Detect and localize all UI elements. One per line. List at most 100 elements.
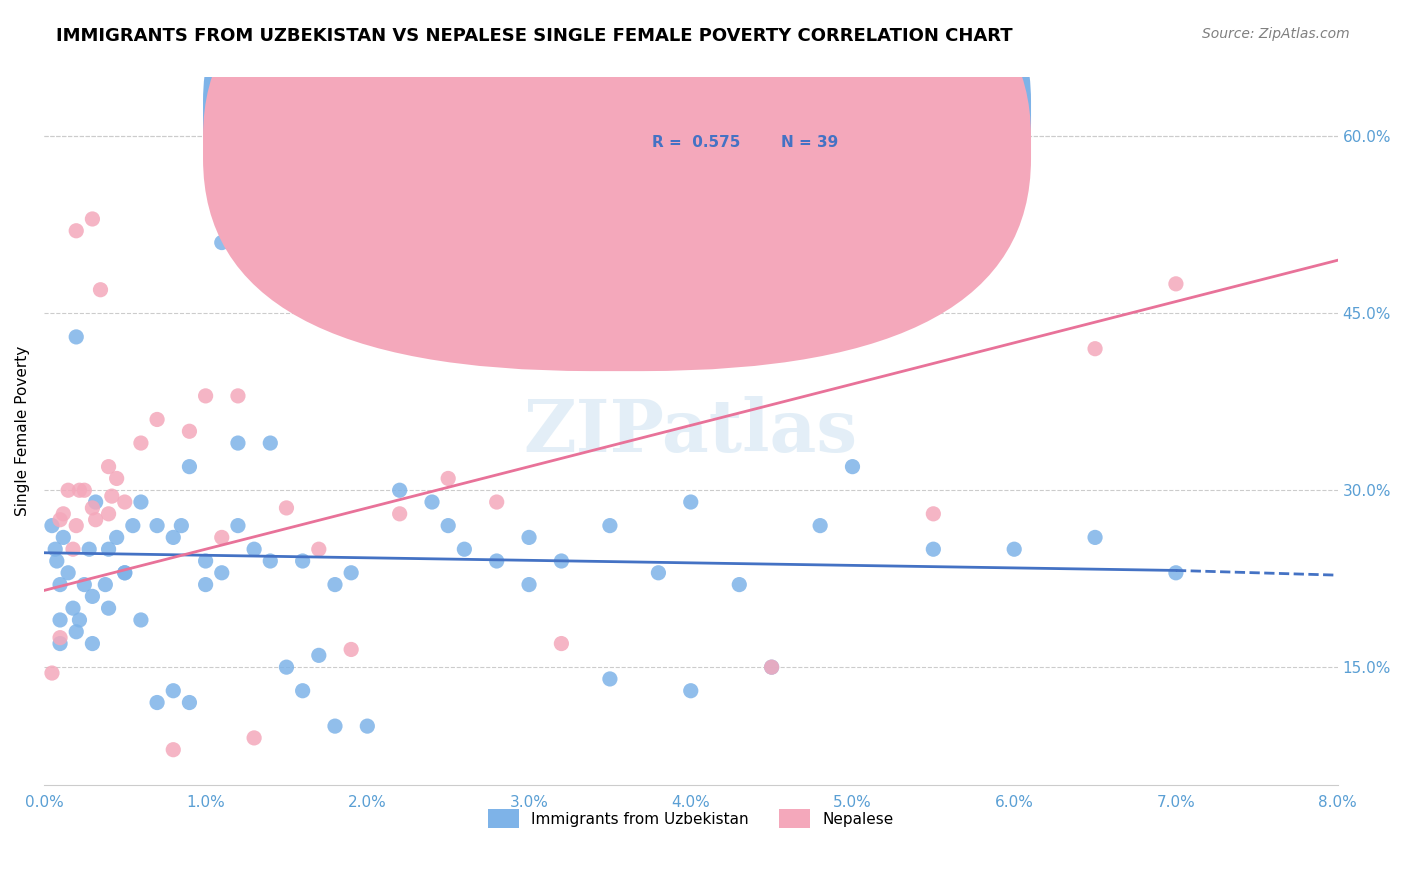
Point bbox=[52, 530, 75, 544]
Point bbox=[69, 483, 91, 498]
Point bbox=[114, 495, 136, 509]
Point bbox=[65, 224, 87, 238]
Point bbox=[73, 577, 96, 591]
Point bbox=[89, 283, 111, 297]
Point bbox=[453, 542, 475, 557]
Point bbox=[679, 495, 702, 509]
Point bbox=[121, 518, 143, 533]
Text: N = 71: N = 71 bbox=[782, 99, 838, 114]
Point bbox=[388, 483, 411, 498]
Point bbox=[243, 731, 266, 745]
Point bbox=[388, 507, 411, 521]
Point bbox=[259, 554, 281, 568]
Point bbox=[194, 554, 217, 568]
Point bbox=[1084, 530, 1107, 544]
Point bbox=[308, 542, 330, 557]
Point bbox=[922, 542, 945, 557]
Point bbox=[226, 436, 249, 450]
Point bbox=[84, 513, 107, 527]
Point bbox=[62, 601, 84, 615]
Point bbox=[97, 542, 120, 557]
Point bbox=[1164, 277, 1187, 291]
Text: R =  0.575: R = 0.575 bbox=[652, 135, 741, 150]
Point bbox=[129, 495, 152, 509]
Point bbox=[114, 566, 136, 580]
Point bbox=[437, 518, 460, 533]
Point bbox=[1002, 542, 1025, 557]
Point bbox=[62, 542, 84, 557]
Point bbox=[841, 459, 863, 474]
Point bbox=[226, 389, 249, 403]
Point bbox=[226, 518, 249, 533]
Point bbox=[728, 577, 751, 591]
Point bbox=[146, 518, 169, 533]
Point bbox=[922, 507, 945, 521]
Point bbox=[485, 495, 508, 509]
Point bbox=[517, 577, 540, 591]
Y-axis label: Single Female Poverty: Single Female Poverty bbox=[15, 346, 30, 516]
Point bbox=[146, 696, 169, 710]
Point bbox=[52, 507, 75, 521]
Text: Source: ZipAtlas.com: Source: ZipAtlas.com bbox=[1202, 27, 1350, 41]
Point bbox=[1164, 566, 1187, 580]
Point bbox=[129, 613, 152, 627]
Point bbox=[340, 566, 363, 580]
Point bbox=[82, 590, 104, 604]
Point bbox=[162, 530, 184, 544]
Point bbox=[291, 683, 314, 698]
Point bbox=[49, 613, 72, 627]
Point bbox=[211, 566, 233, 580]
Point bbox=[808, 518, 831, 533]
Legend: Immigrants from Uzbekistan, Nepalese: Immigrants from Uzbekistan, Nepalese bbox=[482, 803, 900, 834]
Point bbox=[599, 672, 621, 686]
Point bbox=[45, 554, 67, 568]
Point bbox=[517, 530, 540, 544]
Point bbox=[243, 542, 266, 557]
FancyBboxPatch shape bbox=[568, 85, 943, 191]
Point bbox=[194, 389, 217, 403]
Point bbox=[101, 489, 124, 503]
Point bbox=[276, 660, 298, 674]
Point bbox=[69, 613, 91, 627]
Point bbox=[105, 471, 128, 485]
Point bbox=[56, 566, 79, 580]
Point bbox=[97, 507, 120, 521]
Point bbox=[41, 666, 63, 681]
Point bbox=[679, 683, 702, 698]
Point bbox=[65, 330, 87, 344]
Point bbox=[73, 483, 96, 498]
Point bbox=[82, 211, 104, 226]
Point bbox=[41, 518, 63, 533]
Point bbox=[647, 566, 669, 580]
Point bbox=[211, 235, 233, 250]
Text: R = -0.026: R = -0.026 bbox=[652, 99, 742, 114]
Point bbox=[84, 495, 107, 509]
Point bbox=[56, 483, 79, 498]
Point bbox=[179, 424, 201, 438]
Point bbox=[308, 648, 330, 663]
Point bbox=[170, 518, 193, 533]
FancyBboxPatch shape bbox=[202, 0, 1031, 371]
Point bbox=[211, 530, 233, 544]
Point bbox=[194, 577, 217, 591]
Point bbox=[437, 471, 460, 485]
Point bbox=[179, 459, 201, 474]
Point bbox=[49, 577, 72, 591]
Point bbox=[97, 459, 120, 474]
Point bbox=[49, 513, 72, 527]
Point bbox=[550, 554, 572, 568]
Point bbox=[276, 500, 298, 515]
Point bbox=[259, 436, 281, 450]
Point bbox=[129, 436, 152, 450]
Point bbox=[49, 636, 72, 650]
Point bbox=[761, 660, 783, 674]
Point bbox=[291, 554, 314, 568]
Point bbox=[44, 542, 66, 557]
Point bbox=[105, 530, 128, 544]
Point bbox=[77, 542, 100, 557]
Point bbox=[323, 719, 346, 733]
Point bbox=[94, 577, 117, 591]
Point bbox=[162, 742, 184, 756]
Point bbox=[550, 636, 572, 650]
Point bbox=[114, 566, 136, 580]
